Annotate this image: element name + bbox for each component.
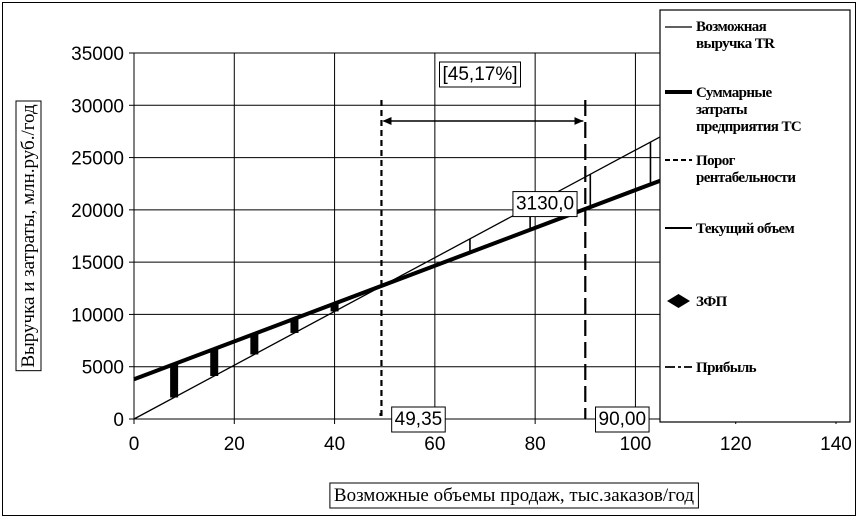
x-axis-label-box [329, 482, 699, 509]
breakeven-label-box [391, 406, 446, 433]
y-tick-label: 10000 [71, 305, 124, 326]
legend-label-cost: предприятия TC [696, 119, 801, 135]
legend-label-profit: Прибыль [696, 360, 757, 376]
y-tick-label: 0 [113, 410, 124, 431]
profit-label-box [512, 191, 578, 218]
x-tick-label: 140 [820, 434, 852, 455]
legend-label-threshold: Порог [696, 153, 736, 169]
y-tick-label: 5000 [82, 358, 124, 379]
x-axis-label: Возможные объемы продаж, тыс.заказов/год [334, 485, 695, 506]
current-volume-label: 90,00 [599, 409, 647, 430]
current-volume-label-box [595, 406, 650, 433]
legend-box [659, 9, 851, 423]
breakeven-label: 49,35 [395, 409, 443, 430]
y-axis-label-box [15, 100, 42, 372]
legend-label-threshold: рентабельности [696, 170, 796, 186]
y-tick-label: 15000 [71, 253, 124, 274]
safety-margin-label: [45,17%] [443, 64, 518, 85]
safety-margin-label-box [439, 61, 521, 88]
profit-label: 3130,0 [516, 194, 574, 215]
x-tick-label: 40 [324, 434, 345, 455]
legend-label-cost: Суммарные [696, 85, 772, 101]
x-tick-label: 100 [620, 434, 652, 455]
breakeven-marker [379, 413, 383, 416]
y-tick-label: 30000 [71, 96, 124, 117]
y-axis-label: Выручка и затраты, млн.руб./год [18, 104, 39, 368]
y-tick-label: 35000 [71, 44, 124, 65]
legend-label-current: Текущий объем [696, 221, 795, 237]
x-tick-label: 120 [720, 434, 752, 455]
series-cost-line [133, 178, 662, 382]
x-tick-label: 20 [224, 434, 245, 455]
legend-label-revenue: выручка TR [696, 36, 775, 52]
x-tick-label: 80 [525, 434, 546, 455]
legend-label-zfp: ЗФП [696, 294, 728, 310]
legend-label-cost: затраты [696, 102, 748, 118]
legend-label-revenue: Возможная [696, 19, 767, 35]
y-tick-label: 25000 [71, 149, 124, 170]
x-tick-label: 0 [129, 434, 140, 455]
y-tick-label: 20000 [71, 201, 124, 222]
x-tick-label: 60 [424, 434, 445, 455]
legend-sample-zfp [667, 294, 690, 308]
